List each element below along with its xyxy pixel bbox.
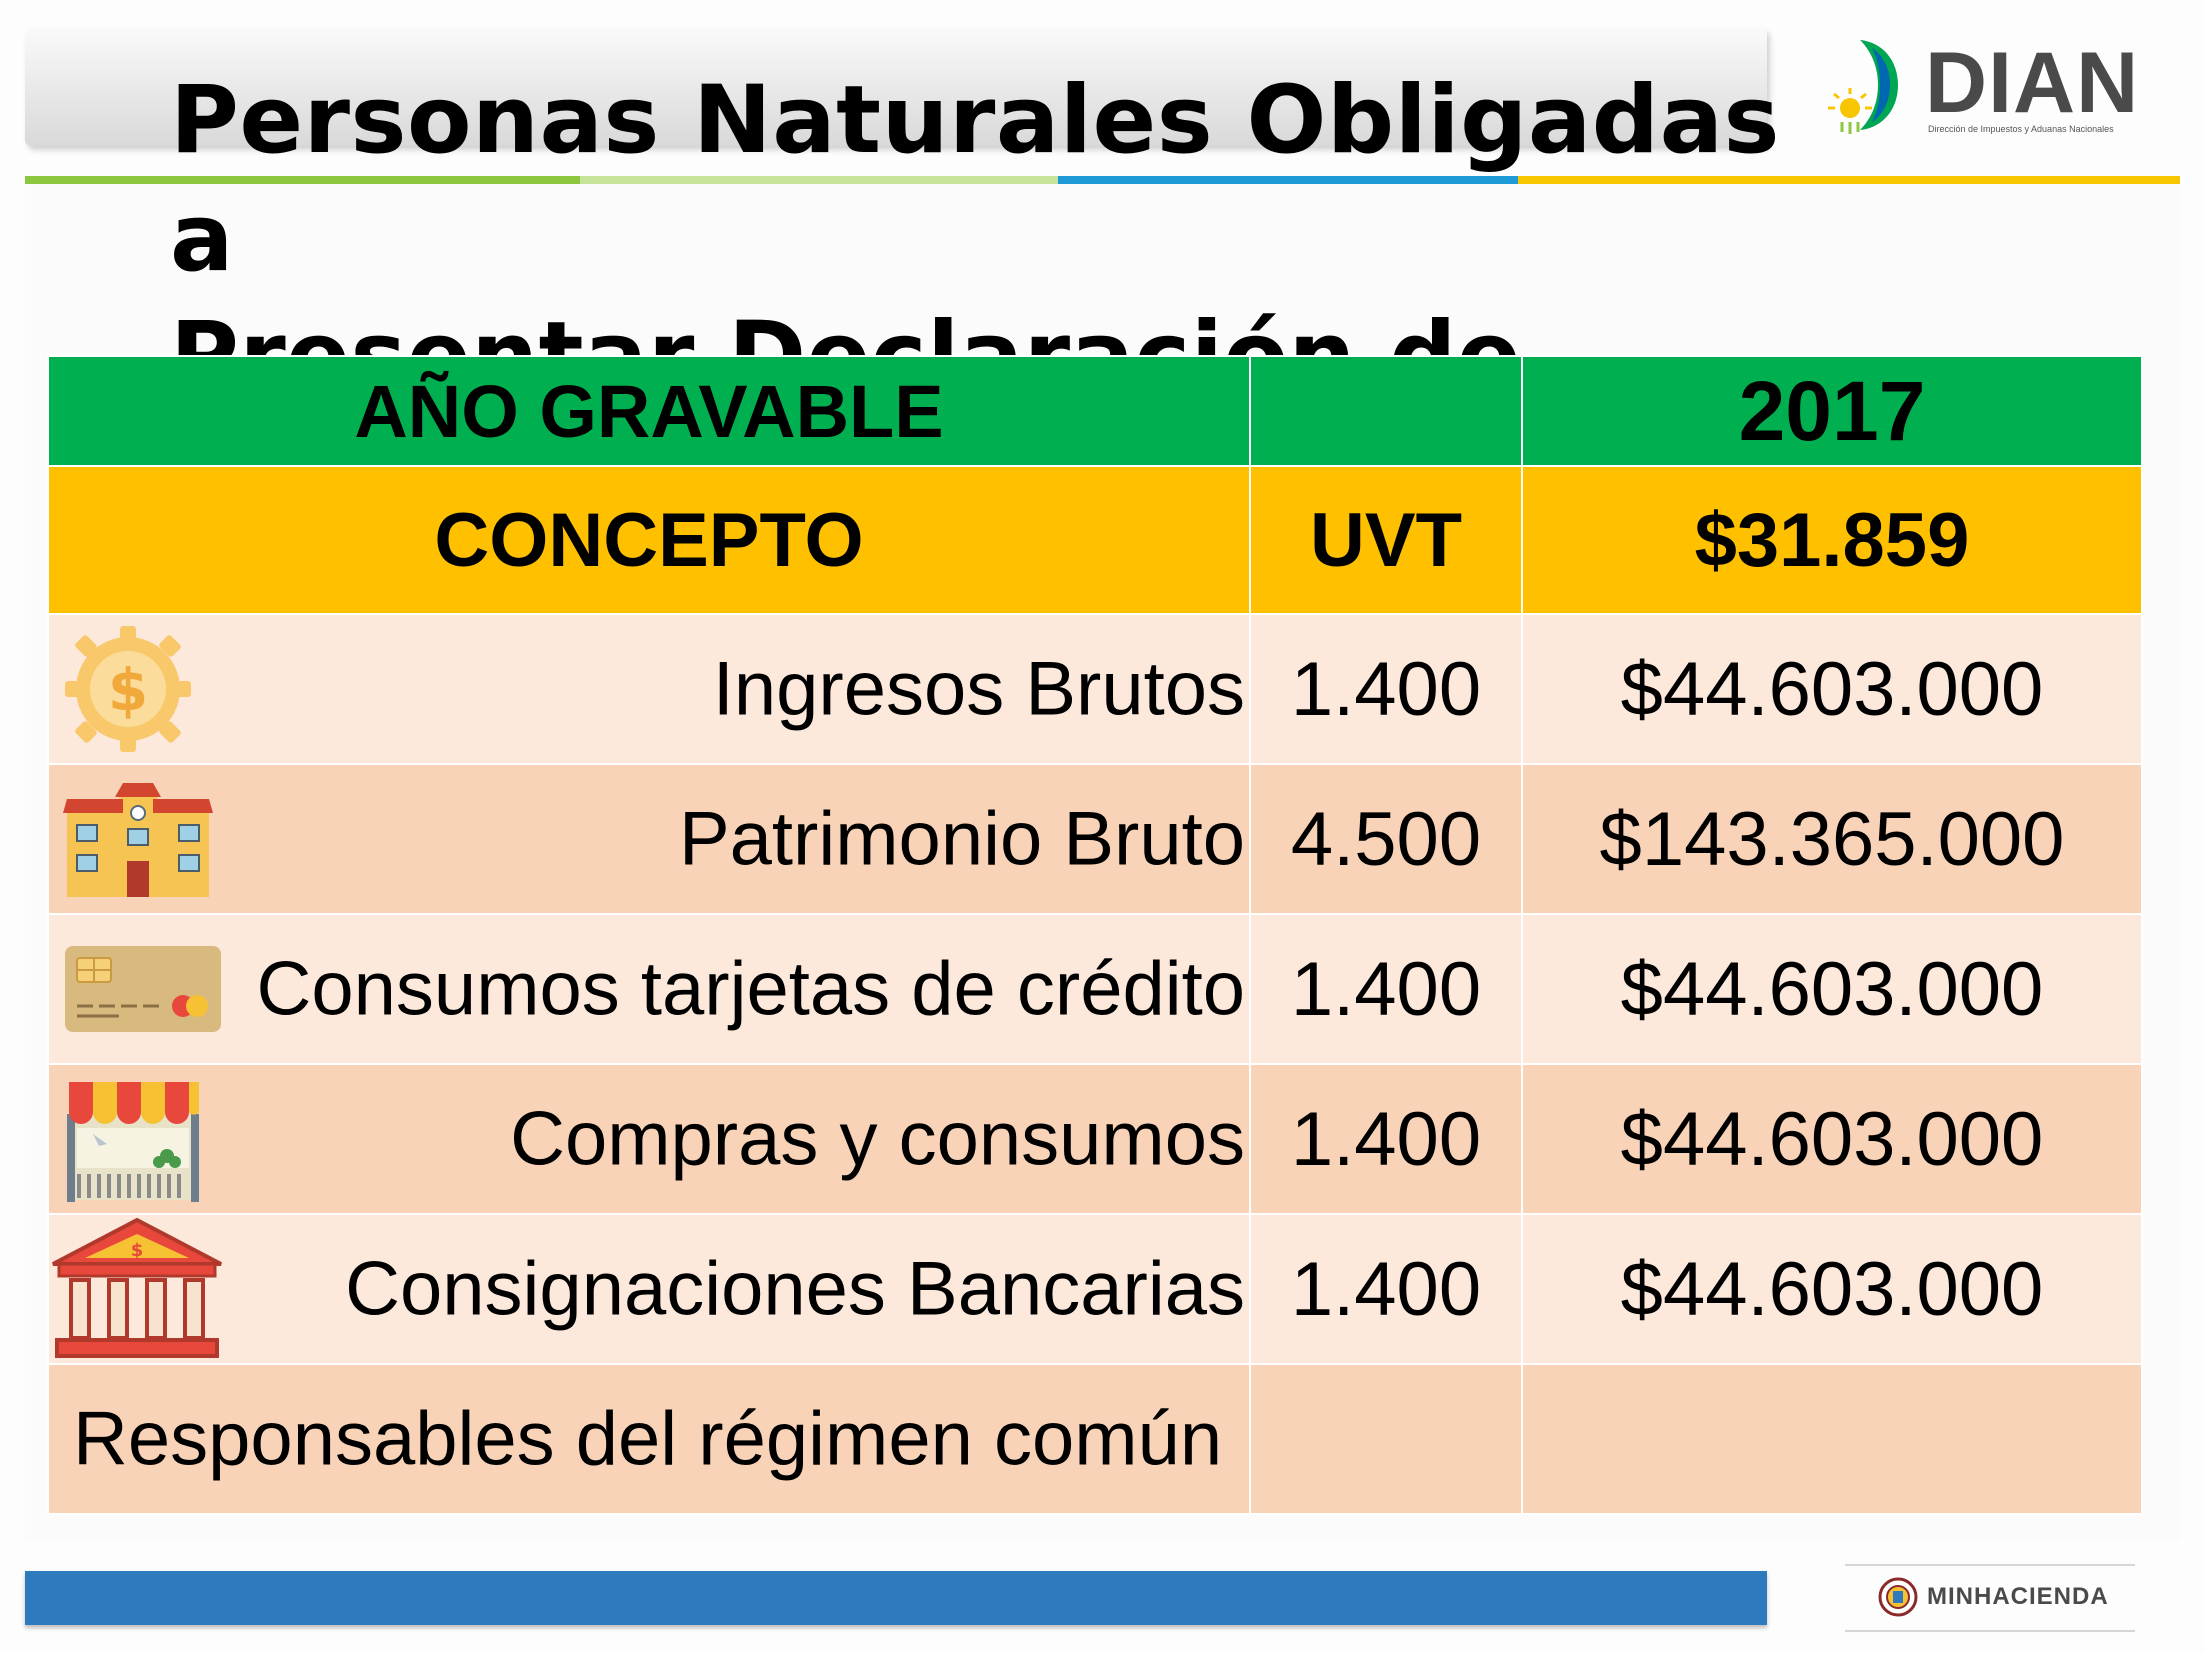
value-cell: $44.603.000 (1521, 613, 2143, 765)
value-cell: $44.603.000 (1521, 1063, 2143, 1215)
coat-of-arms-icon (1878, 1577, 1918, 1617)
footer-divider (1845, 1630, 2135, 1632)
value-cell: $44.603.000 (1521, 913, 2143, 1065)
value-cell: $143.365.000 (1521, 763, 2143, 915)
concept-label: Ingresos Brutos (712, 646, 1245, 732)
title-band (25, 28, 1767, 146)
uvt-header: UVT (1249, 465, 1523, 615)
color-stripe-lightgreen (580, 176, 1058, 184)
subheader-row: CONCEPTO UVT $31.859 (47, 465, 2143, 615)
uvt-cell: 4.500 (1249, 763, 1523, 915)
uvt-cell: 1.400 (1249, 1213, 1523, 1365)
table-row: $ Ingresos Brutos 1.400 $44.603.000 (47, 613, 2143, 765)
concept-label: Responsables del régimen común (73, 1396, 1223, 1482)
table-row: Consumos tarjetas de crédito 1.400 $44.6… (47, 913, 2143, 1065)
concept-label: Patrimonio Bruto (678, 796, 1245, 882)
bank-icon: $ (52, 1217, 222, 1358)
footer-divider (1845, 1564, 2135, 1566)
uvt-value: $31.859 (1521, 465, 2143, 615)
footer-bar (25, 1571, 1767, 1625)
concept-label: Consumos tarjetas de crédito (256, 946, 1245, 1032)
concept-cell: $ Ingresos Brutos (47, 613, 1251, 765)
tax-table: AÑO GRAVABLE 2017 CONCEPTO UVT $31.859 (47, 355, 2143, 1515)
color-stripe-yellow (1518, 176, 2180, 184)
credit-card-icon (65, 946, 221, 1032)
table-row: $ Consignaciones Bancarias 1.400 $44.603… (47, 1213, 2143, 1365)
uvt-cell: 1.400 (1249, 913, 1523, 1065)
concept-cell: Compras y consumos (47, 1063, 1251, 1215)
logo-subtitle: Dirección de Impuestos y Aduanas Naciona… (1928, 124, 2114, 134)
uvt-cell: 1.400 (1249, 613, 1523, 765)
value-cell (1521, 1363, 2143, 1515)
dollar-gear-icon: $ (65, 626, 191, 752)
building-icon (63, 783, 213, 897)
year-value: 2017 (1521, 355, 2143, 467)
concept-header: CONCEPTO (47, 465, 1251, 615)
color-stripe-blue (1058, 176, 1518, 184)
concept-label: Consignaciones Bancarias (345, 1246, 1245, 1332)
header-middle (1249, 355, 1523, 467)
table-row: Responsables del régimen común (47, 1363, 2143, 1515)
logo-name: DIAN (1925, 35, 2140, 131)
concept-cell: Responsables del régimen común (47, 1363, 1251, 1515)
table-row: Compras y consumos 1.400 $44.603.000 (47, 1063, 2143, 1215)
shop-icon (67, 1082, 199, 1202)
svg-text:$: $ (108, 656, 148, 724)
footer-brand: MINHACIENDA (1927, 1583, 2109, 1610)
dian-logo-icon (1828, 40, 1898, 134)
concept-label: Compras y consumos (510, 1096, 1245, 1182)
header-row: AÑO GRAVABLE 2017 (47, 355, 2143, 467)
uvt-cell (1249, 1363, 1523, 1515)
title-line-1: Personas Naturales Obligadas a (170, 66, 1780, 293)
table-row: Patrimonio Bruto 4.500 $143.365.000 (47, 763, 2143, 915)
value-cell: $44.603.000 (1521, 1213, 2143, 1365)
uvt-cell: 1.400 (1249, 1063, 1523, 1215)
concept-cell: $ Consignaciones Bancarias (47, 1213, 1251, 1365)
svg-text:$: $ (131, 1240, 144, 1261)
concept-cell: Patrimonio Bruto (47, 763, 1251, 915)
concept-cell: Consumos tarjetas de crédito (47, 913, 1251, 1065)
color-stripe-green (25, 176, 580, 184)
year-label: AÑO GRAVABLE (47, 355, 1251, 467)
